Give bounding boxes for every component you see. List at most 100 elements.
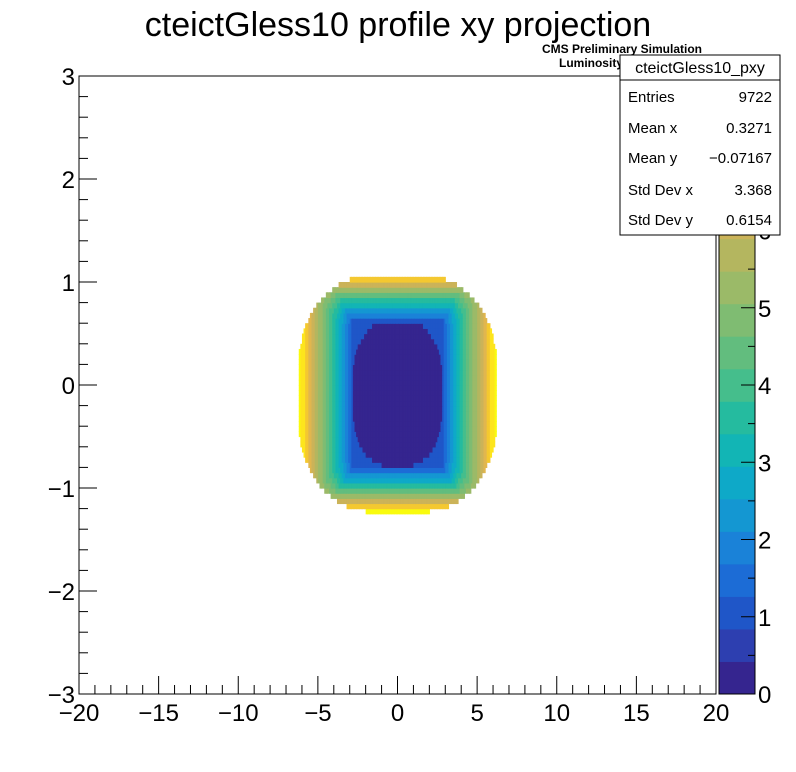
heatmap-cell [322, 323, 325, 329]
heatmap-cell [306, 441, 309, 448]
heatmap-cell [408, 333, 411, 340]
heatmap-cell [458, 307, 461, 314]
heatmap-cell [329, 390, 332, 396]
heatmap-cell [395, 276, 399, 283]
heatmap-cell [438, 374, 442, 381]
heatmap-cell [480, 441, 483, 448]
heatmap-cell [325, 431, 329, 438]
heatmap-cell [432, 343, 435, 350]
heatmap-cell [364, 348, 367, 355]
heatmap-cell [378, 508, 381, 515]
heatmap-cell [467, 338, 470, 345]
heatmap-cell [394, 292, 397, 299]
heatmap-cell [445, 282, 448, 288]
heatmap-cell [354, 364, 357, 371]
heatmap-cell [365, 426, 368, 432]
heatmap-cell [372, 488, 375, 494]
heatmap-cell [461, 338, 464, 345]
heatmap-cell [416, 307, 419, 314]
heatmap-cell [344, 307, 348, 314]
heatmap-cell [407, 302, 410, 309]
heatmap-cell [384, 374, 387, 381]
heatmap-cell [430, 318, 434, 324]
heatmap-cell [394, 390, 397, 396]
heatmap-cell [467, 400, 470, 407]
heatmap-cell [391, 421, 394, 427]
heatmap-cell [432, 436, 435, 443]
heatmap-cell [306, 415, 309, 422]
heatmap-cell [459, 379, 462, 386]
heatmap-cell [478, 415, 481, 422]
heatmap-cell [485, 446, 488, 453]
heatmap-cell [314, 364, 317, 371]
heatmap-cell [379, 462, 383, 468]
heatmap-cell [415, 323, 418, 329]
heatmap-cell [329, 426, 332, 432]
heatmap-cell [336, 333, 340, 340]
heatmap-cell [386, 333, 389, 340]
heatmap-cell [489, 415, 493, 422]
heatmap-cell [359, 312, 362, 319]
heatmap-cell [440, 390, 443, 396]
heatmap-cell [421, 415, 424, 422]
heatmap-cell [372, 498, 375, 505]
heatmap-cell [340, 287, 343, 293]
heatmap-cell [470, 467, 473, 474]
heatmap-cell [486, 369, 489, 376]
heatmap-cell [451, 318, 454, 324]
heatmap-cell [467, 369, 470, 376]
heatmap-cell [418, 467, 421, 474]
heatmap-cell [427, 343, 430, 350]
heatmap-cell [343, 477, 346, 484]
heatmap-cell [450, 436, 453, 443]
heatmap-cell [416, 328, 419, 335]
heatmap-cell [459, 467, 462, 474]
heatmap-cell [399, 348, 402, 355]
heatmap-cell [381, 482, 384, 489]
heatmap-cell [359, 276, 362, 283]
heatmap-cell [376, 400, 379, 407]
heatmap-cell [473, 462, 477, 468]
heatmap-cell [316, 364, 319, 371]
heatmap-cell [340, 426, 343, 432]
heatmap-cell [372, 508, 375, 515]
heatmap-cell [314, 415, 317, 422]
heatmap-cell [319, 405, 322, 412]
heatmap-cell [411, 503, 415, 510]
heatmap-cell [392, 400, 395, 407]
heatmap-cell [478, 348, 481, 355]
heatmap-cell [435, 333, 438, 340]
heatmap-cell [448, 421, 451, 427]
heatmap-cell [365, 395, 368, 402]
heatmap-cell [381, 508, 384, 515]
heatmap-cell [325, 374, 329, 381]
heatmap-cell [437, 467, 440, 474]
heatmap-cell [424, 462, 427, 468]
heatmap-cell [427, 312, 430, 319]
heatmap-cell [360, 503, 364, 510]
heatmap-cell [478, 354, 481, 360]
heatmap-cell [392, 395, 395, 402]
heatmap-cell [397, 493, 400, 499]
heatmap-cell [335, 359, 338, 365]
heatmap-cell [400, 493, 403, 499]
heatmap-cell [351, 318, 354, 324]
heatmap-cell [379, 426, 383, 432]
heatmap-cell [464, 431, 467, 438]
heatmap-cell [419, 328, 422, 335]
heatmap-cell [346, 282, 349, 288]
heatmap-cell [418, 354, 421, 360]
heatmap-cell [300, 369, 303, 376]
heatmap-cell [316, 395, 319, 402]
heatmap-cell [437, 441, 440, 448]
heatmap-cell [349, 348, 352, 355]
heatmap-cell [435, 441, 438, 448]
heatmap-cell [469, 385, 472, 391]
heatmap-cell [443, 343, 446, 350]
heatmap-cell [467, 379, 470, 386]
heatmap-cell [491, 348, 494, 355]
heatmap-cell [424, 410, 427, 417]
heatmap-cell [408, 482, 411, 489]
heatmap-cell [410, 436, 413, 443]
heatmap-cell [445, 462, 448, 468]
